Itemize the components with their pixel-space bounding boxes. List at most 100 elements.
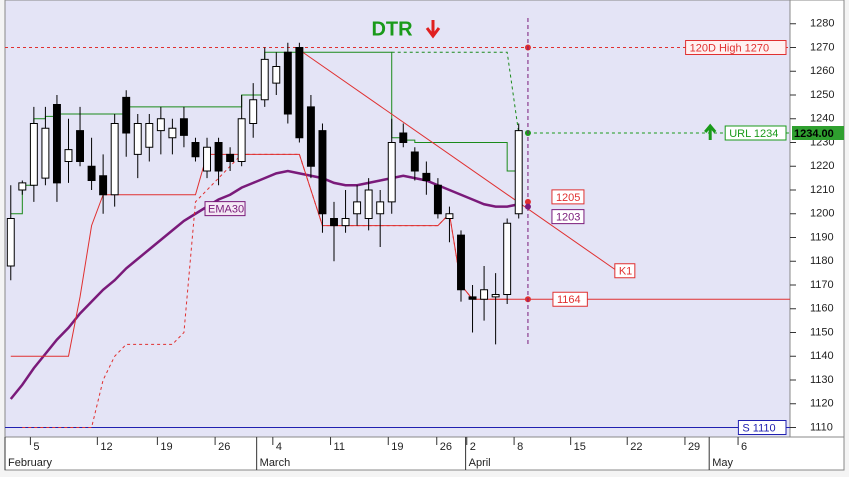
line-label: EMA30	[208, 204, 244, 216]
level-label-box	[552, 291, 588, 307]
level-label: 120D High 1270	[690, 42, 770, 54]
level-label: URL 1234	[729, 128, 778, 140]
candle-body	[341, 218, 350, 227]
level-label: S 1110	[742, 422, 775, 434]
candle-body	[203, 146, 211, 172]
month-label: April	[469, 457, 491, 469]
candle-body	[18, 182, 27, 191]
x-tick-label: 19	[160, 441, 172, 453]
y-tick-label: 1170	[810, 279, 834, 291]
x-tick-label: 22	[630, 441, 642, 453]
candle-body	[457, 234, 465, 291]
month-label: February	[8, 457, 53, 469]
candle-body	[422, 172, 431, 181]
candle-body	[191, 142, 200, 158]
y-tick-label: 1190	[810, 231, 834, 243]
y-tick-label: 1220	[810, 160, 834, 172]
y-tick-label: 1280	[810, 18, 834, 30]
candle-body	[133, 123, 142, 155]
indicator-line	[9, 169, 519, 400]
candle-body	[445, 213, 454, 219]
up-arrow	[704, 123, 717, 140]
x-tick-label: 2	[470, 441, 476, 453]
x-tick-label: 5	[33, 441, 39, 453]
candle-body	[29, 123, 38, 186]
candle-body	[306, 106, 315, 167]
candle-body	[272, 66, 281, 84]
y-tick-label: 1130	[810, 374, 834, 386]
price-box-label: 1234.00	[794, 128, 834, 140]
plot-area	[4, 0, 791, 438]
x-tick-label: 15	[574, 441, 586, 453]
x-tick-label: 11	[334, 441, 345, 453]
candle-body	[260, 58, 269, 101]
candle-body	[168, 127, 177, 139]
y-tick-label: 1120	[810, 398, 834, 410]
candle-body	[387, 142, 396, 203]
candle-body	[156, 118, 165, 132]
candle-body	[283, 51, 292, 115]
level-label-box	[737, 420, 787, 435]
dot-label-box	[551, 209, 585, 225]
y-tick-label: 1180	[810, 255, 834, 267]
candle-body	[99, 175, 108, 196]
candle-body	[364, 189, 373, 219]
candle-body	[145, 123, 154, 148]
candle-body	[433, 184, 442, 215]
line-label-box	[204, 201, 246, 217]
candle-body	[480, 289, 489, 300]
candle-body	[226, 153, 235, 162]
candle-body	[87, 165, 96, 181]
x-tick-label: 26	[218, 441, 230, 453]
candle-body	[214, 142, 223, 172]
y-tick-label: 1140	[810, 350, 834, 362]
candle-body	[410, 151, 419, 172]
candle-body	[353, 201, 362, 215]
y-tick-label: 1200	[810, 208, 834, 220]
dot-label: 1205	[556, 192, 580, 204]
candle-body	[6, 218, 15, 267]
candle-body	[514, 130, 523, 215]
trendline-label: K1	[619, 266, 632, 278]
candle-body	[503, 222, 512, 295]
candle-body	[491, 294, 500, 298]
x-tick-label: 12	[100, 441, 112, 453]
level-label: 1164	[557, 294, 581, 306]
x-tick-label: 26	[440, 441, 452, 453]
dot	[524, 203, 531, 210]
candle-body	[76, 130, 85, 162]
candle-body	[376, 201, 385, 215]
indicator-line	[22, 153, 473, 428]
y-tick-label: 1150	[810, 326, 834, 338]
y-tick-label: 1270	[810, 41, 834, 53]
candle-body	[237, 118, 246, 162]
annotation: DTR	[371, 18, 413, 40]
down-arrow	[425, 20, 441, 39]
y-tick-label: 1160	[810, 303, 834, 315]
candle-body	[468, 296, 477, 300]
y-tick-label: 1210	[810, 184, 834, 196]
trendline	[295, 47, 618, 272]
candle-body	[330, 218, 338, 227]
x-tick-label: 6	[741, 441, 747, 453]
candle-body	[399, 132, 408, 143]
y-tick-label: 1240	[810, 113, 834, 125]
x-tick-label: 8	[517, 441, 523, 453]
candle-body	[52, 104, 61, 184]
candle-body	[122, 96, 131, 134]
y-tick-label: 1110	[810, 421, 833, 433]
price-box	[792, 126, 844, 140]
trendline-label-box	[614, 263, 636, 279]
month-label: March	[260, 457, 291, 469]
dot	[524, 198, 531, 205]
level-label-box	[685, 40, 787, 55]
candle-body	[179, 118, 188, 136]
candle-body	[110, 123, 119, 196]
y-tick-label: 1250	[810, 89, 834, 101]
candle-body	[64, 149, 73, 162]
candle-body	[41, 127, 50, 179]
dot-label: 1203	[556, 212, 580, 224]
y-tick-label: 1260	[810, 65, 834, 77]
